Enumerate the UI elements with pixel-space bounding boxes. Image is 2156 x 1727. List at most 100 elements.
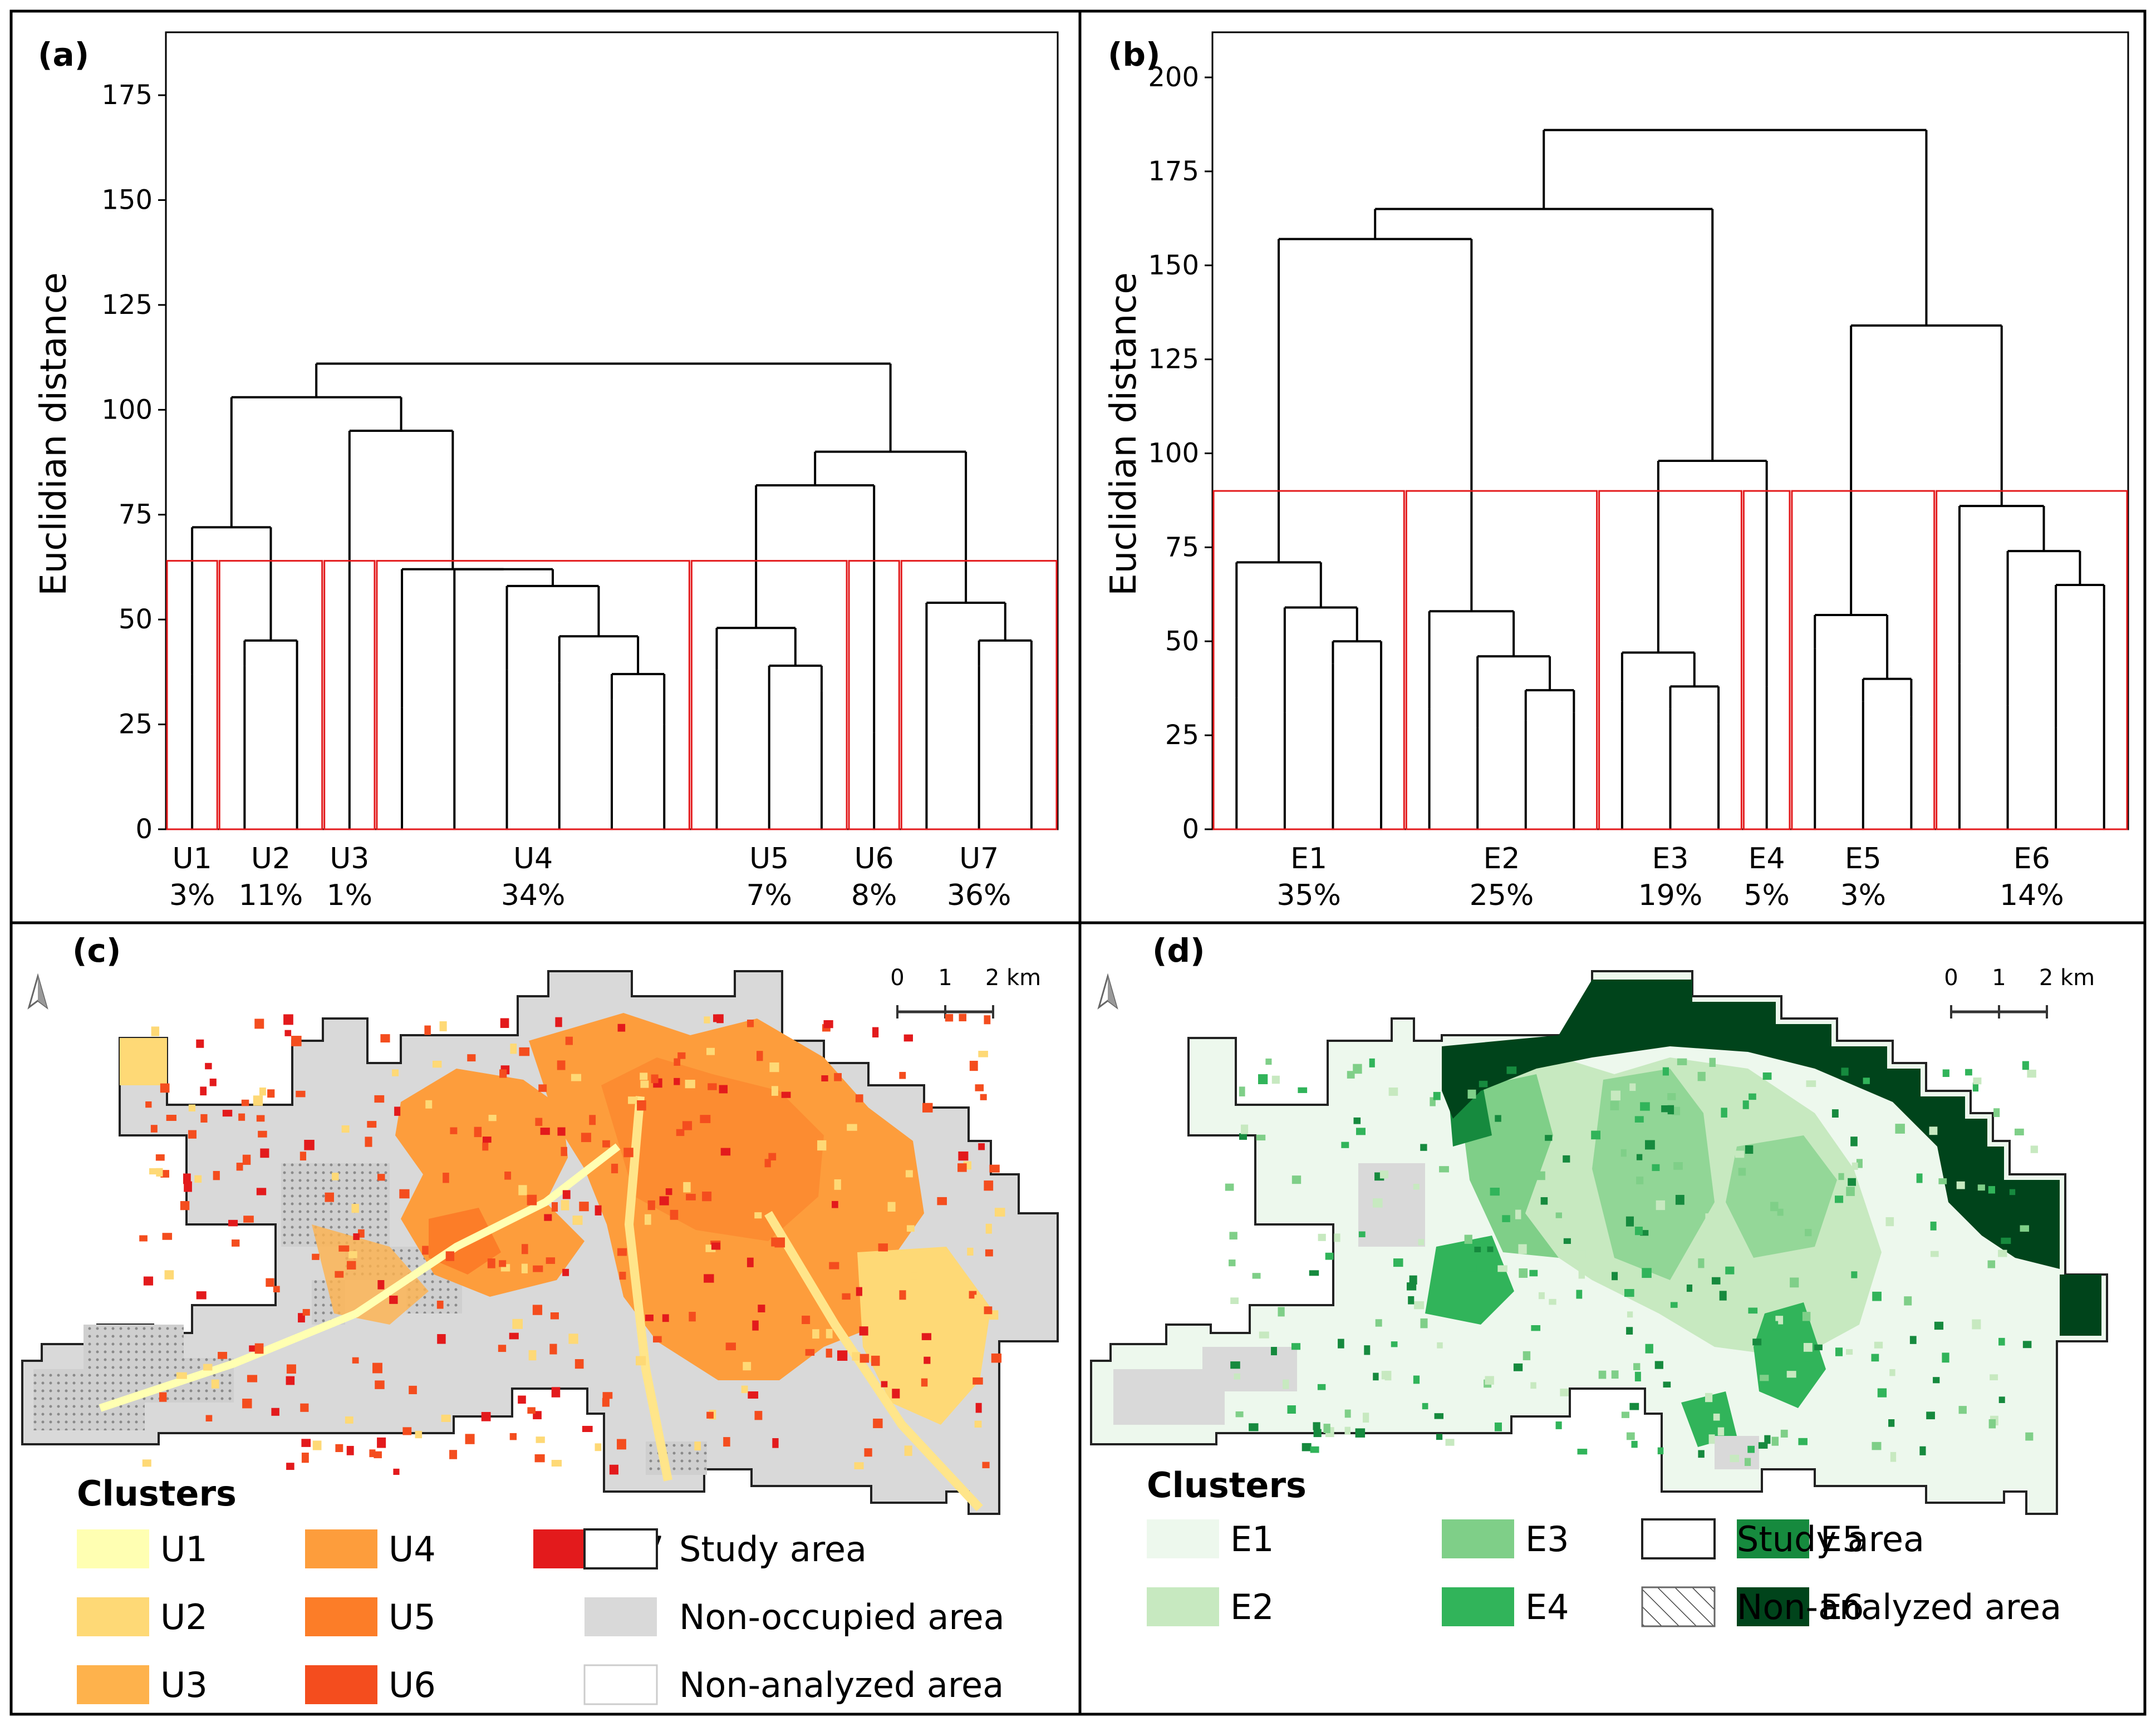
speck-d-135	[1560, 1388, 1569, 1396]
speck-c-223	[906, 1225, 915, 1232]
cluster-label-E6: E6	[2013, 842, 2050, 875]
speck-d-172	[1369, 1058, 1375, 1067]
speck-c-85	[871, 1355, 880, 1366]
legend-d-label-E5: E5	[1820, 1519, 1864, 1559]
speck-c-202	[899, 1290, 906, 1300]
speck-c-214	[602, 1398, 610, 1407]
speck-c-68	[377, 1280, 385, 1290]
speck-c-249	[700, 1115, 711, 1123]
legend-d-swatch-E4	[1442, 1587, 1514, 1626]
speck-c-141	[689, 1311, 696, 1322]
speck-c-213	[984, 1180, 994, 1191]
speck-c-63	[904, 1445, 912, 1456]
speck-c-209	[301, 1453, 309, 1463]
speck-d-216	[1433, 1091, 1441, 1100]
speck-c-299	[151, 1026, 160, 1036]
ytick-label-B-4: 100	[1148, 438, 1199, 469]
speck-d-105	[1846, 1187, 1855, 1196]
speck-c-180	[389, 1295, 398, 1304]
speck-d-22	[1474, 1246, 1481, 1253]
cluster-percent-U4: 34%	[501, 879, 566, 912]
speck-c-131	[176, 1372, 187, 1379]
speck-d-127	[1230, 1297, 1239, 1305]
cluster-e4-region-2	[1754, 1302, 1826, 1408]
speck-d-196	[1670, 1302, 1678, 1308]
speck-c-220	[837, 1350, 848, 1361]
speck-d-68	[1634, 1371, 1641, 1382]
speck-c-207	[536, 1436, 545, 1443]
speck-c-47	[572, 1216, 583, 1225]
cluster-u6-u7-specks	[139, 1013, 1005, 1475]
speck-c-154	[617, 1248, 627, 1256]
legend-d-nonana-label: Non-analyzed area	[1737, 1587, 2061, 1627]
speck-c-246	[300, 1403, 309, 1412]
speck-c-132	[544, 1214, 552, 1221]
speck-d-173	[1610, 1101, 1619, 1110]
speck-d-33	[1958, 1406, 1967, 1414]
legend-d-nonana-swatch	[1641, 1586, 1716, 1627]
speck-c-150	[546, 1257, 556, 1264]
speck-d-111	[1418, 1239, 1425, 1246]
speck-d-171	[1414, 1301, 1425, 1310]
speck-d-16	[1742, 1100, 1749, 1109]
speck-d-209	[1673, 1162, 1683, 1170]
speck-d-147	[1990, 1374, 1998, 1381]
speck-d-210	[1711, 1277, 1721, 1285]
speck-d-255	[1283, 1379, 1289, 1389]
legend-d-study-swatch	[1641, 1518, 1716, 1559]
speck-c-304	[196, 1039, 204, 1048]
speck-c-105	[973, 1377, 983, 1385]
speck-c-294	[561, 1147, 567, 1157]
legend-c-nonocc-swatch	[585, 1597, 657, 1636]
speck-d-14	[1271, 1347, 1277, 1356]
speck-d-116	[1988, 1186, 1995, 1194]
speck-c-122	[574, 1359, 584, 1369]
speck-d-34	[1654, 1361, 1663, 1369]
speck-c-282	[975, 1084, 984, 1091]
speck-c-108	[286, 1376, 295, 1385]
speck-d-164	[1325, 1252, 1334, 1260]
speck-c-158	[706, 1411, 714, 1419]
speck-c-305	[365, 1136, 372, 1147]
speck-c-22	[369, 1449, 376, 1458]
speck-d-64	[1358, 1231, 1366, 1238]
speck-d-157	[1353, 1064, 1362, 1074]
speck-c-194	[550, 1312, 559, 1320]
speck-c-191	[331, 1173, 339, 1180]
speck-d-46	[1626, 1327, 1633, 1335]
speck-c-138	[864, 1448, 872, 1457]
speck-c-38	[299, 1152, 307, 1161]
speck-c-231	[985, 1223, 992, 1234]
speck-d-215	[1803, 1342, 1813, 1352]
speck-d-20	[1341, 1142, 1349, 1148]
speck-c-98	[232, 1239, 240, 1247]
speck-d-43	[1610, 1090, 1621, 1101]
speck-c-4	[719, 1085, 728, 1094]
speck-d-123	[1549, 1298, 1556, 1305]
speck-d-238	[1764, 1435, 1771, 1444]
speck-c-11	[345, 1416, 353, 1424]
speck-c-238	[487, 1258, 495, 1268]
cluster-box-U1	[166, 560, 218, 830]
cluster-e6-region	[1442, 980, 2101, 1336]
speck-d-169	[1802, 1312, 1811, 1321]
cluster-label-U7: U7	[959, 842, 999, 875]
speck-d-195	[1705, 1213, 1715, 1222]
speck-c-1	[521, 1244, 528, 1254]
speck-d-158	[1434, 1413, 1444, 1419]
speck-c-227	[847, 1124, 857, 1131]
cluster-box-U3	[323, 560, 376, 830]
speck-c-222	[266, 1278, 274, 1287]
speck-c-5	[291, 1036, 302, 1046]
legend-c-study-label: Study area	[679, 1529, 867, 1569]
speck-c-80	[645, 1314, 654, 1321]
speck-c-185	[374, 1451, 382, 1459]
speck-c-239	[571, 1074, 582, 1081]
speck-d-198	[1909, 1336, 1917, 1344]
speck-c-99	[812, 1329, 819, 1339]
speck-d-77	[1291, 1175, 1302, 1184]
speck-d-56	[1942, 1069, 1949, 1077]
speck-d-156	[1258, 1074, 1268, 1085]
speck-c-45	[519, 1047, 530, 1056]
speck-c-35	[528, 1350, 537, 1361]
